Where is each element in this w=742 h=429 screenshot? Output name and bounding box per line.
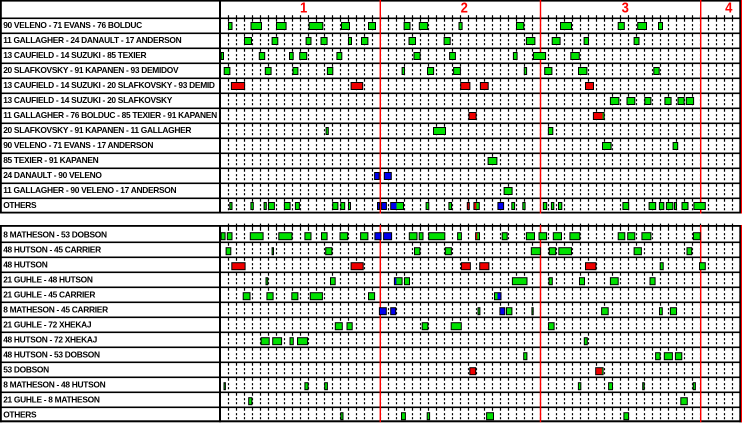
svg-text:48 HUTSON - 72 XHEKAJ: 48 HUTSON - 72 XHEKAJ bbox=[3, 335, 97, 345]
svg-text:21 GUHLE - 48 HUTSON: 21 GUHLE - 48 HUTSON bbox=[3, 275, 93, 285]
svg-text:48 HUTSON - 45 CARRIER: 48 HUTSON - 45 CARRIER bbox=[3, 245, 101, 255]
svg-text:20 SLAFKOVSKY - 91 KAPANEN - 1: 20 SLAFKOVSKY - 91 KAPANEN - 11 GALLAGHE… bbox=[3, 125, 191, 135]
svg-text:11 GALLAGHER - 90 VELENO - 17: 11 GALLAGHER - 90 VELENO - 17 ANDERSON bbox=[3, 185, 176, 195]
svg-text:3: 3 bbox=[622, 0, 629, 17]
svg-text:11 GALLAGHER - 76 BOLDUC - 85: 11 GALLAGHER - 76 BOLDUC - 85 TEXIER - 9… bbox=[3, 110, 217, 120]
svg-text:1: 1 bbox=[300, 0, 307, 17]
svg-text:85 TEXIER - 91 KAPANEN: 85 TEXIER - 91 KAPANEN bbox=[3, 155, 98, 165]
svg-text:24 DANAULT - 90 VELENO: 24 DANAULT - 90 VELENO bbox=[3, 170, 102, 180]
svg-text:8 MATHESON - 45 CARRIER: 8 MATHESON - 45 CARRIER bbox=[3, 305, 108, 315]
svg-text:2: 2 bbox=[461, 0, 468, 17]
svg-text:13 CAUFIELD - 14 SUZUKI - 85 T: 13 CAUFIELD - 14 SUZUKI - 85 TEXIER bbox=[3, 50, 146, 60]
svg-text:21 GUHLE - 8 MATHESON: 21 GUHLE - 8 MATHESON bbox=[3, 395, 100, 405]
svg-text:13 CAUFIELD - 14 SUZUKI - 20 S: 13 CAUFIELD - 14 SUZUKI - 20 SLAFKOVSKY bbox=[3, 95, 173, 105]
svg-text:13 CAUFIELD - 14 SUZUKI - 20 S: 13 CAUFIELD - 14 SUZUKI - 20 SLAFKOVSKY … bbox=[3, 80, 215, 90]
svg-text:OTHERS: OTHERS bbox=[3, 200, 37, 210]
svg-text:OTHERS: OTHERS bbox=[3, 410, 37, 420]
svg-text:4: 4 bbox=[725, 0, 732, 17]
svg-text:48 HUTSON: 48 HUTSON bbox=[3, 260, 48, 270]
svg-text:8 MATHESON - 48 HUTSON: 8 MATHESON - 48 HUTSON bbox=[3, 380, 105, 390]
svg-text:11 GALLAGHER - 24 DANAULT - 17: 11 GALLAGHER - 24 DANAULT - 17 ANDERSON bbox=[3, 35, 181, 45]
svg-text:20 SLAFKOVSKY - 91 KAPANEN - 9: 20 SLAFKOVSKY - 91 KAPANEN - 93 DEMIDOV bbox=[3, 65, 179, 75]
svg-text:21 GUHLE - 45 CARRIER: 21 GUHLE - 45 CARRIER bbox=[3, 290, 95, 300]
svg-text:48 HUTSON - 53 DOBSON: 48 HUTSON - 53 DOBSON bbox=[3, 350, 100, 360]
svg-text:8 MATHESON - 53 DOBSON: 8 MATHESON - 53 DOBSON bbox=[3, 230, 107, 240]
svg-text:21 GUHLE - 72 XHEKAJ: 21 GUHLE - 72 XHEKAJ bbox=[3, 320, 92, 330]
svg-text:53 DOBSON: 53 DOBSON bbox=[3, 365, 49, 375]
svg-text:90 VELENO - 71 EVANS - 76 BOLD: 90 VELENO - 71 EVANS - 76 BOLDUC bbox=[3, 20, 142, 30]
svg-text:90 VELENO - 71 EVANS - 17 ANDE: 90 VELENO - 71 EVANS - 17 ANDERSON bbox=[3, 140, 153, 150]
